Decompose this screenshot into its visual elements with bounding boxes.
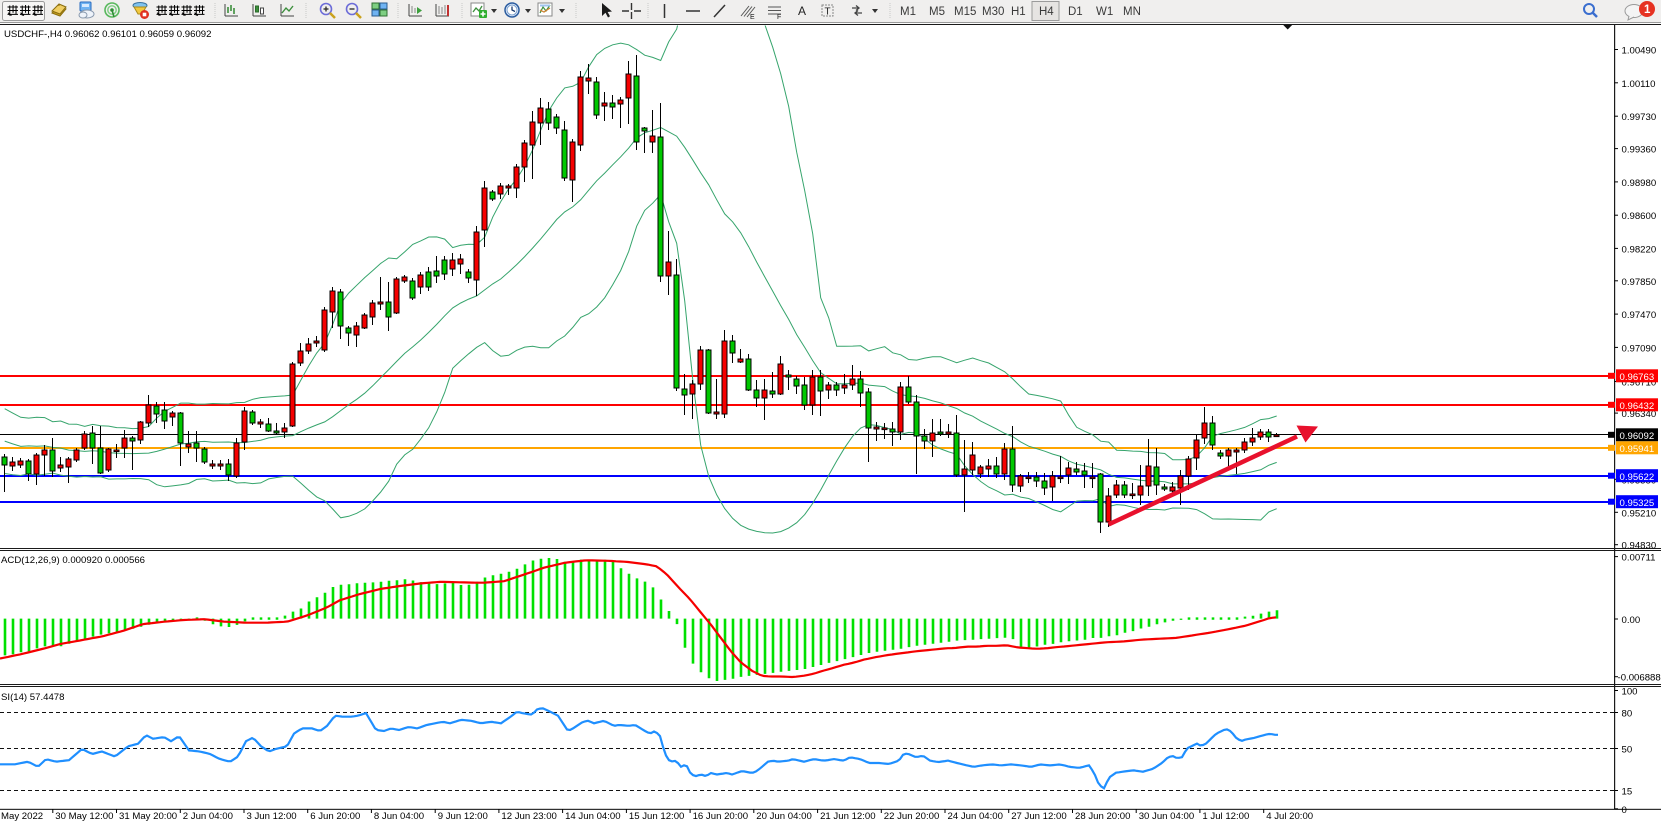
svg-text:0: 0: [1622, 805, 1627, 816]
svg-text:6 Jun 20:00: 6 Jun 20:00: [310, 811, 360, 821]
svg-text:0.95622: 0.95622: [1620, 472, 1655, 483]
svg-text:May 2022: May 2022: [1, 811, 43, 821]
svg-text:0.96763: 0.96763: [1620, 372, 1655, 383]
svg-text:27 Jun 12:00: 27 Jun 12:00: [1011, 811, 1066, 821]
svg-text:50: 50: [1622, 745, 1633, 756]
svg-text:1.00110: 1.00110: [1622, 79, 1656, 90]
svg-text:1 Jul 12:00: 1 Jul 12:00: [1202, 811, 1249, 821]
svg-text:24 Jun 04:00: 24 Jun 04:00: [948, 811, 1003, 821]
svg-text:M30: M30: [982, 6, 1004, 18]
svg-text:100: 100: [1622, 687, 1638, 698]
svg-text:21 Jun 12:00: 21 Jun 12:00: [820, 811, 875, 821]
svg-text:F: F: [777, 14, 781, 21]
svg-text:M1: M1: [900, 6, 916, 18]
svg-text:1: 1: [1644, 4, 1651, 16]
svg-text:0.95941: 0.95941: [1620, 444, 1655, 455]
svg-text:12 Jun 23:00: 12 Jun 23:00: [501, 811, 556, 821]
svg-text:M5: M5: [929, 6, 945, 18]
svg-text:28 Jun 20:00: 28 Jun 20:00: [1075, 811, 1130, 821]
svg-text:3 Jun 12:00: 3 Jun 12:00: [247, 811, 297, 821]
svg-text:0.98980: 0.98980: [1622, 178, 1657, 189]
svg-text:MN: MN: [1123, 6, 1141, 18]
svg-text:T: T: [825, 7, 831, 18]
svg-text:22 Jun 20:00: 22 Jun 20:00: [884, 811, 939, 821]
svg-text:31 May 20:00: 31 May 20:00: [119, 811, 177, 821]
svg-text:0.95325: 0.95325: [1620, 498, 1655, 509]
svg-text:4 Jul 20:00: 4 Jul 20:00: [1266, 811, 1313, 821]
svg-text:A: A: [798, 4, 806, 18]
svg-text:H1: H1: [1011, 6, 1026, 18]
svg-text:20 Jun 04:00: 20 Jun 04:00: [756, 811, 811, 821]
svg-text:2 Jun 04:00: 2 Jun 04:00: [183, 811, 233, 821]
svg-text:30 May 12:00: 30 May 12:00: [55, 811, 113, 821]
svg-text:0.96340: 0.96340: [1622, 409, 1657, 420]
svg-text:0.00711: 0.00711: [1622, 553, 1656, 564]
svg-text:8 Jun 04:00: 8 Jun 04:00: [374, 811, 424, 821]
svg-text:W1: W1: [1096, 6, 1113, 18]
svg-text:D1: D1: [1068, 6, 1083, 18]
svg-text:0.95210: 0.95210: [1622, 508, 1657, 519]
svg-text:0.99360: 0.99360: [1622, 145, 1657, 156]
svg-text:0.94830: 0.94830: [1622, 541, 1657, 552]
svg-text:0.00: 0.00: [1622, 615, 1641, 626]
svg-text:0.97470: 0.97470: [1622, 310, 1657, 321]
svg-text:0.96710: 0.96710: [1622, 378, 1657, 389]
svg-text:USDCHF-,H4 0.96062 0.96101 0.: USDCHF-,H4 0.96062 0.96101 0.96059 0.960…: [4, 29, 211, 40]
svg-text:0.96432: 0.96432: [1620, 401, 1655, 412]
svg-text:14 Jun 04:00: 14 Jun 04:00: [565, 811, 620, 821]
svg-text:ACD(12,26,9) 0.000920 0.000566: ACD(12,26,9) 0.000920 0.000566: [1, 555, 145, 566]
svg-text:H4: H4: [1039, 6, 1054, 18]
svg-text:0.98600: 0.98600: [1622, 211, 1657, 222]
svg-text:0.99730: 0.99730: [1622, 112, 1657, 123]
svg-text:0.97090: 0.97090: [1622, 343, 1657, 354]
svg-text:30 Jun 04:00: 30 Jun 04:00: [1139, 811, 1194, 821]
svg-text:1.00490: 1.00490: [1622, 46, 1657, 57]
svg-text:80: 80: [1622, 709, 1633, 720]
svg-text:9 Jun 12:00: 9 Jun 12:00: [438, 811, 488, 821]
svg-text:16 Jun 20:00: 16 Jun 20:00: [693, 811, 748, 821]
svg-text:E: E: [750, 14, 755, 21]
svg-text:0.97850: 0.97850: [1622, 277, 1657, 288]
svg-text:-0.006888: -0.006888: [1618, 673, 1661, 684]
svg-text:15: 15: [1622, 787, 1633, 798]
svg-text:0.98220: 0.98220: [1622, 244, 1657, 255]
svg-text:M15: M15: [954, 6, 976, 18]
svg-text:SI(14) 57.4478: SI(14) 57.4478: [1, 692, 64, 703]
svg-text:15 Jun 12:00: 15 Jun 12:00: [629, 811, 684, 821]
svg-text:0.96092: 0.96092: [1620, 431, 1655, 442]
